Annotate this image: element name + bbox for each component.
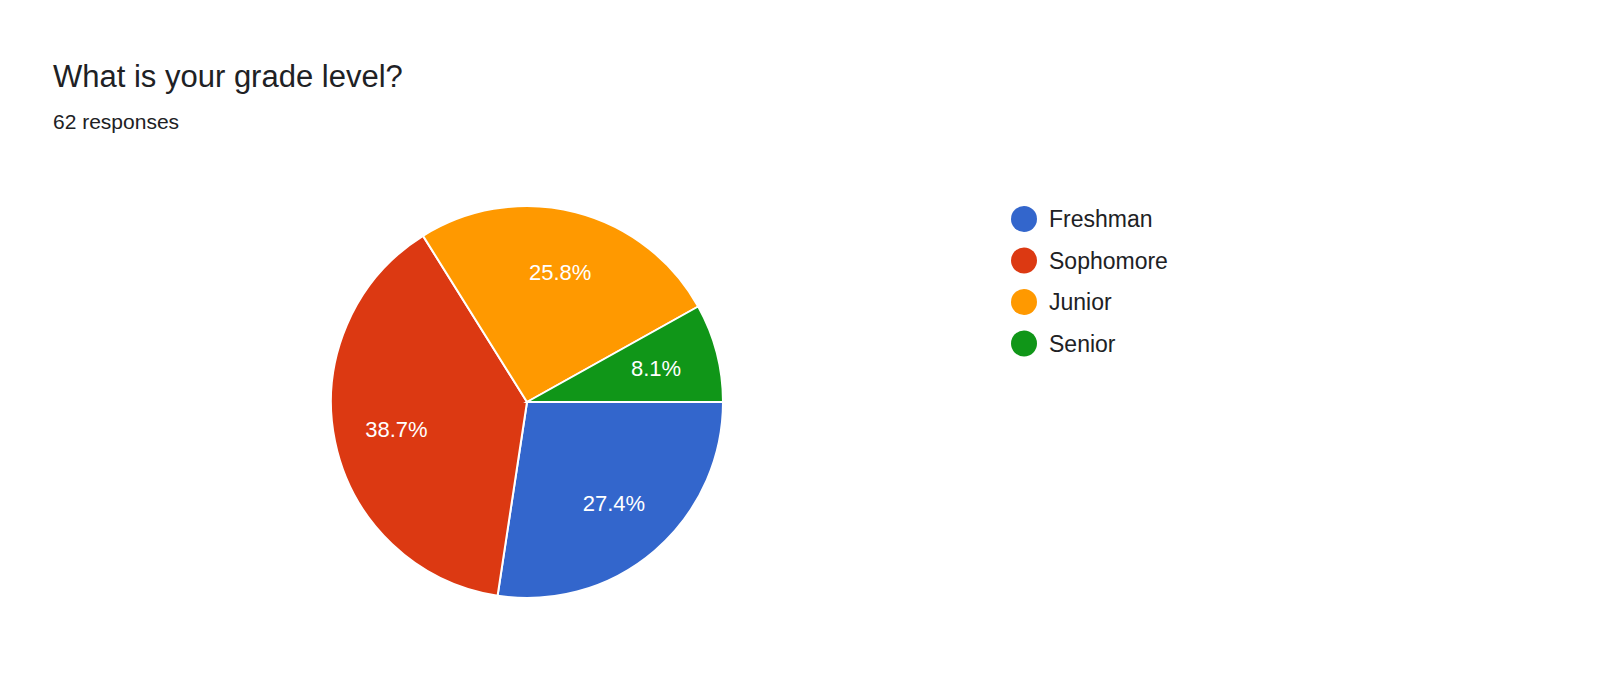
- legend-label: Junior: [1049, 289, 1112, 315]
- slice: [527, 306, 723, 402]
- data-labels: 27.4% 38.7% 25.8% 8.1%: [365, 260, 681, 515]
- data-label: 38.7%: [365, 417, 427, 442]
- legend: Freshman Sophomore Junior Senior: [1011, 206, 1168, 357]
- data-label: 25.8%: [529, 260, 591, 285]
- legend-swatch: [1011, 289, 1037, 315]
- data-label: 27.4%: [583, 491, 645, 516]
- legend-swatch: [1011, 206, 1037, 232]
- chart: What is your grade level? 62 responses 27.…: [0, 0, 1600, 673]
- data-label: 8.1%: [631, 356, 681, 381]
- legend-label: Sophomore: [1049, 248, 1168, 274]
- legend-swatch: [1011, 331, 1037, 357]
- subtitle: 62 responses: [53, 110, 179, 133]
- legend-label: Senior: [1049, 331, 1116, 357]
- slice: [498, 402, 723, 598]
- slice: [423, 206, 698, 402]
- chart-root: What is your grade level? 62 responses 27.…: [0, 0, 1600, 673]
- legend-label: Freshman: [1049, 206, 1153, 232]
- legend-swatch: [1011, 248, 1037, 274]
- title: What is your grade level?: [53, 59, 403, 94]
- slices: [331, 206, 723, 598]
